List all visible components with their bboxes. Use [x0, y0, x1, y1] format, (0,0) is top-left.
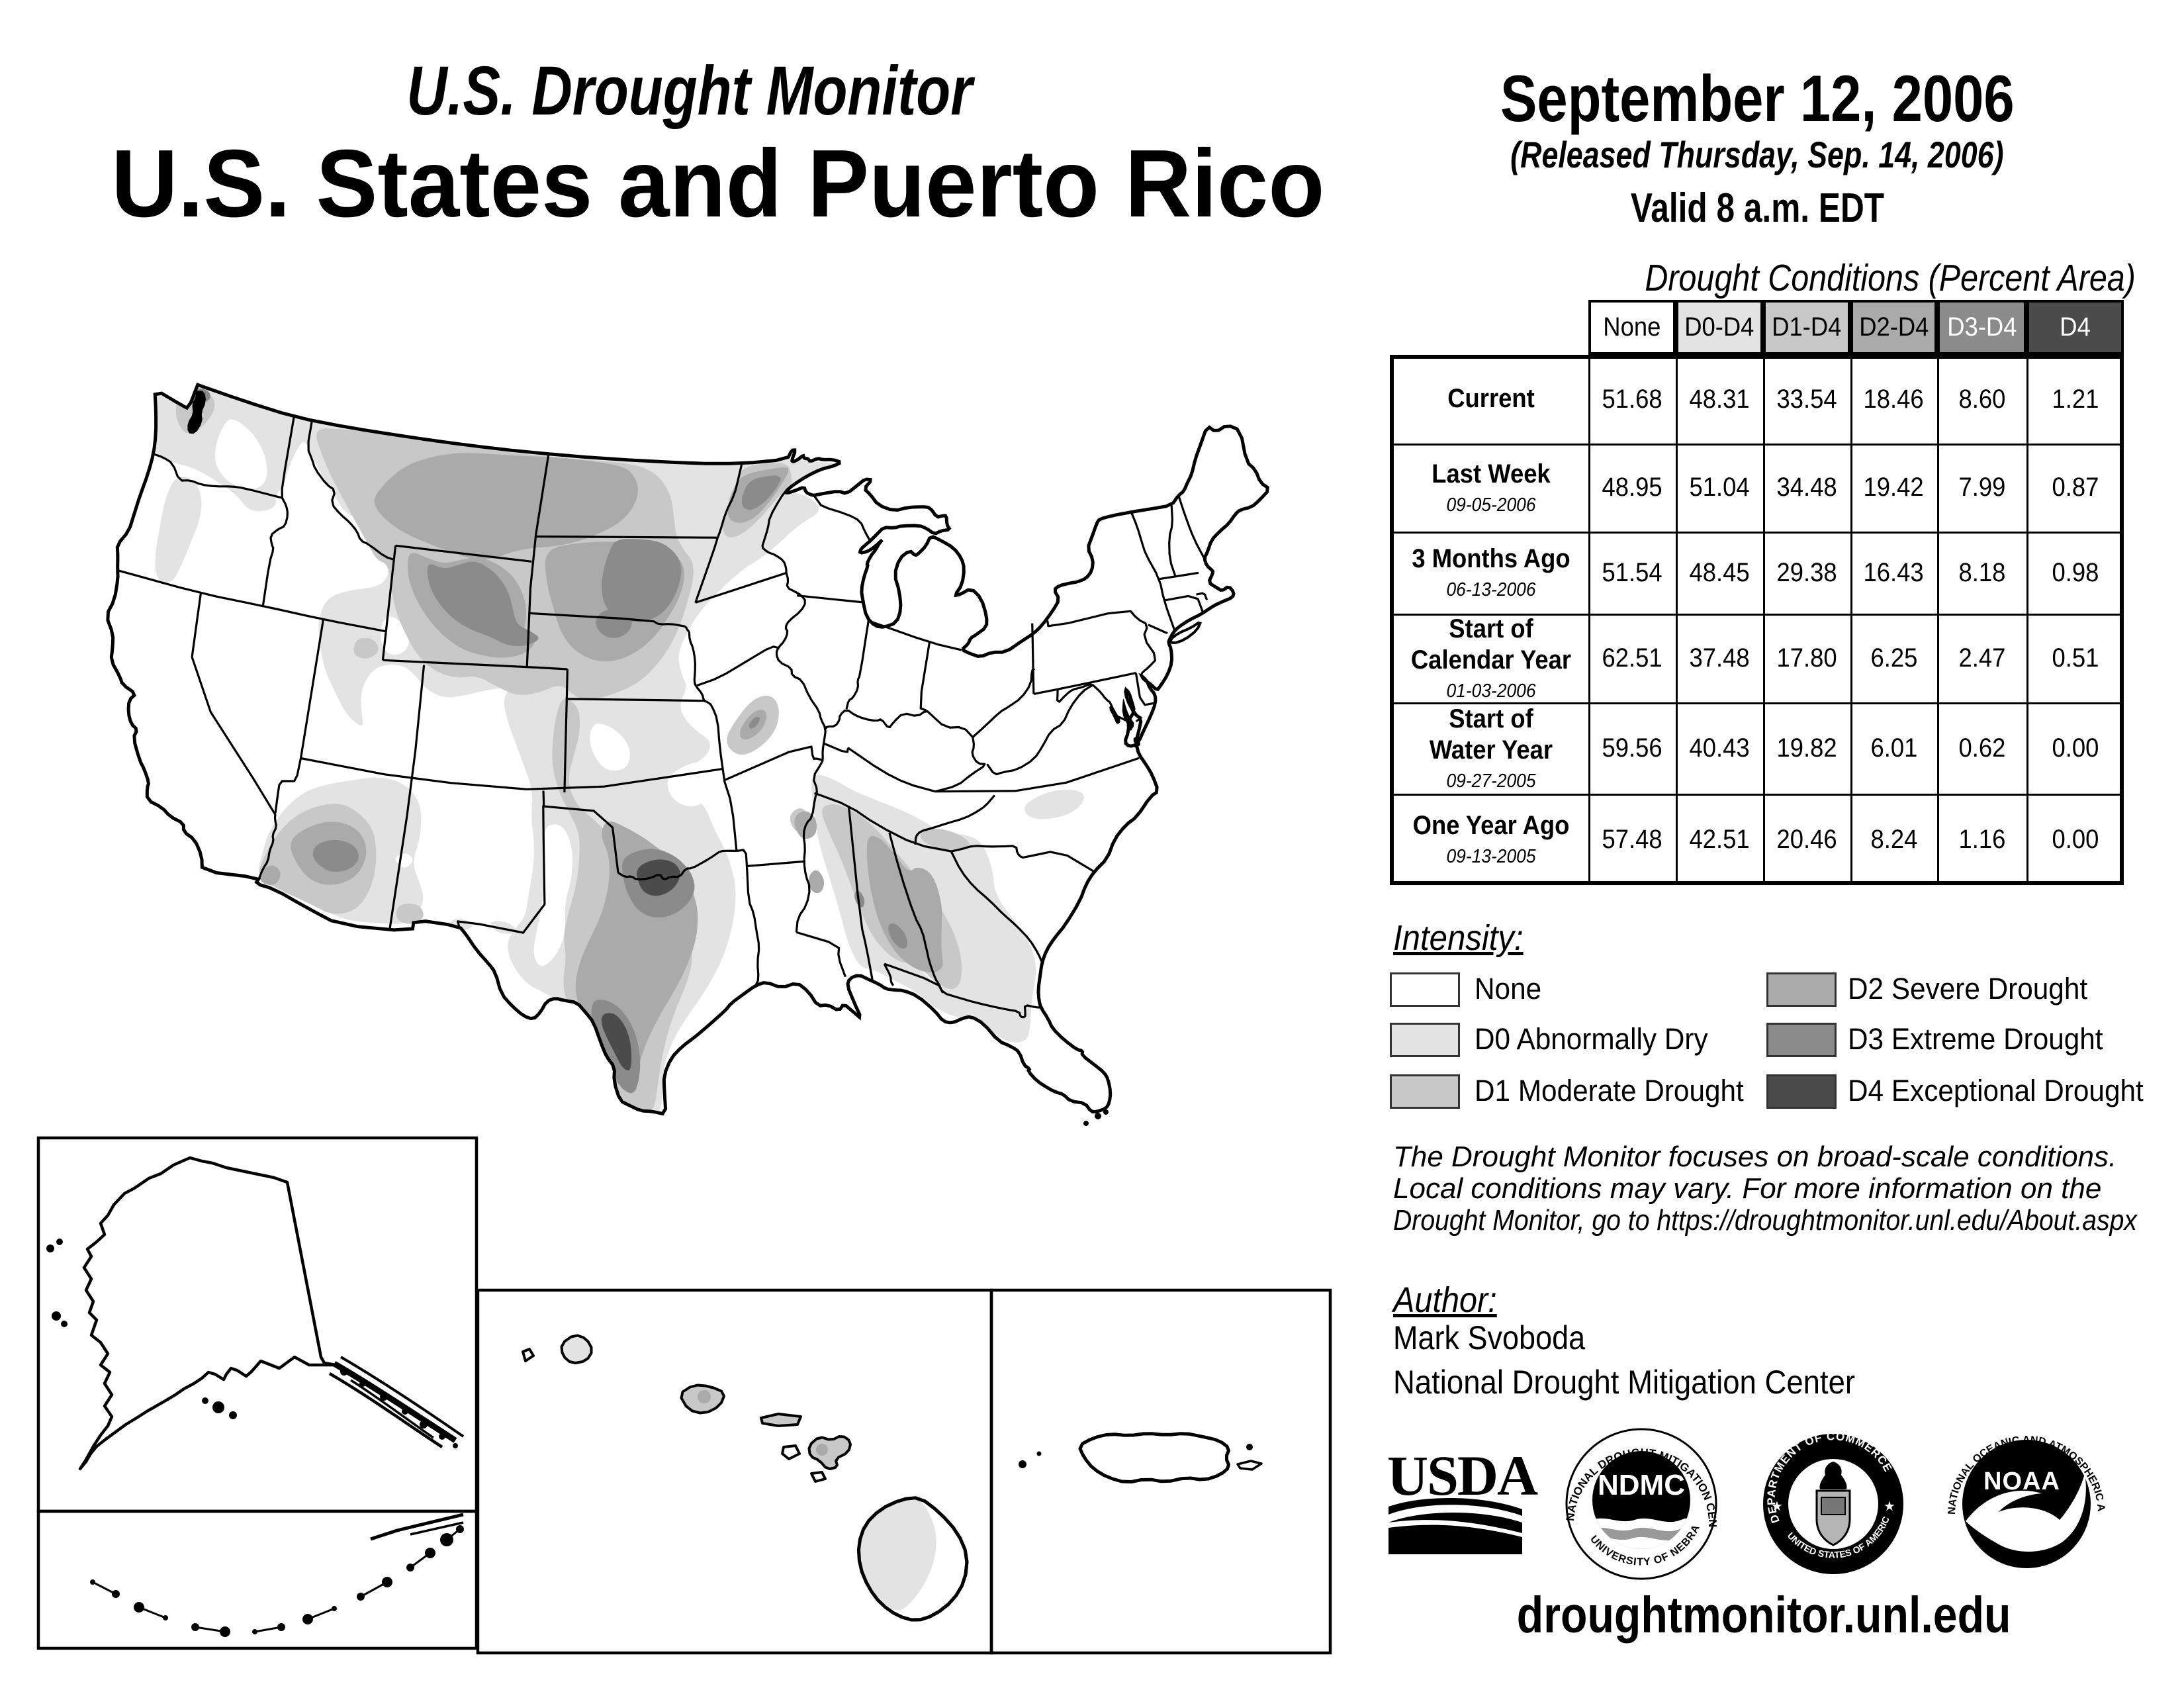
svg-text:★: ★ [1771, 1499, 1783, 1514]
svg-text:NDMC: NDMC [1598, 1469, 1685, 1501]
svg-text:★: ★ [1884, 1499, 1895, 1514]
svg-text:NOAA: NOAA [1983, 1468, 2060, 1495]
svg-text:USDA: USDA [1387, 1444, 1538, 1507]
